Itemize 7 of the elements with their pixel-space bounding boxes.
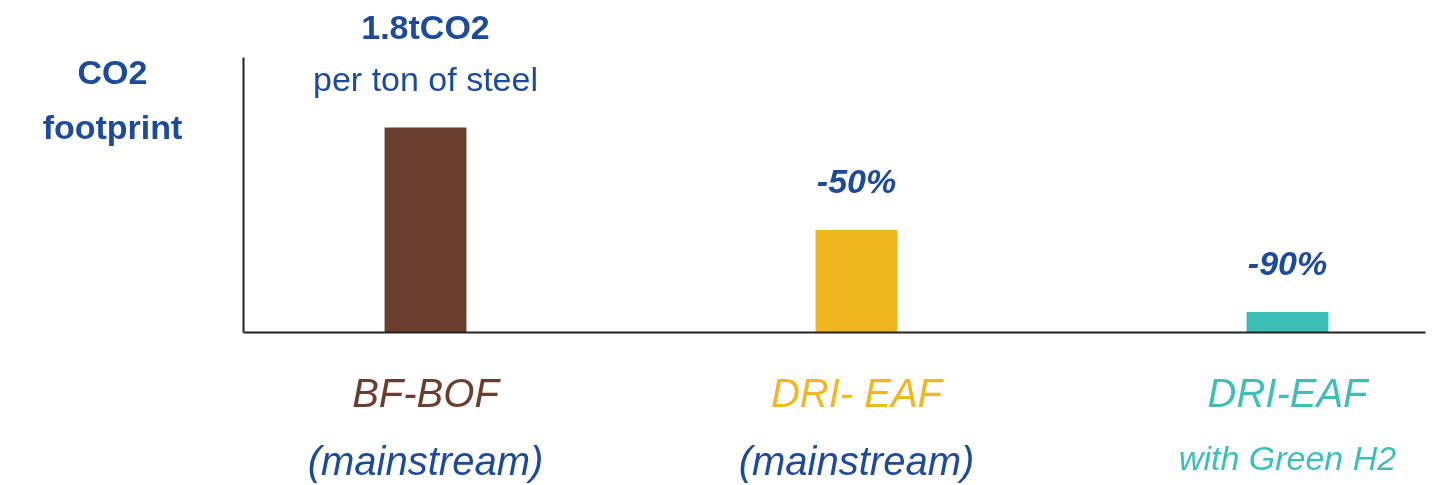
data-label: 1.8tCO2 per ton of steel <box>313 7 538 98</box>
x-tick-label: DRI- EAF (mainstream) <box>738 370 975 483</box>
x-tick-label: BF-BOF (mainstream) <box>307 370 544 483</box>
annotation: -90% <box>1247 244 1328 282</box>
x-tick-label: DRI-EAF with Green H2 <box>1178 370 1397 477</box>
y-axis-title: CO2 footprint <box>42 52 183 146</box>
annotation: -50% <box>816 162 897 200</box>
